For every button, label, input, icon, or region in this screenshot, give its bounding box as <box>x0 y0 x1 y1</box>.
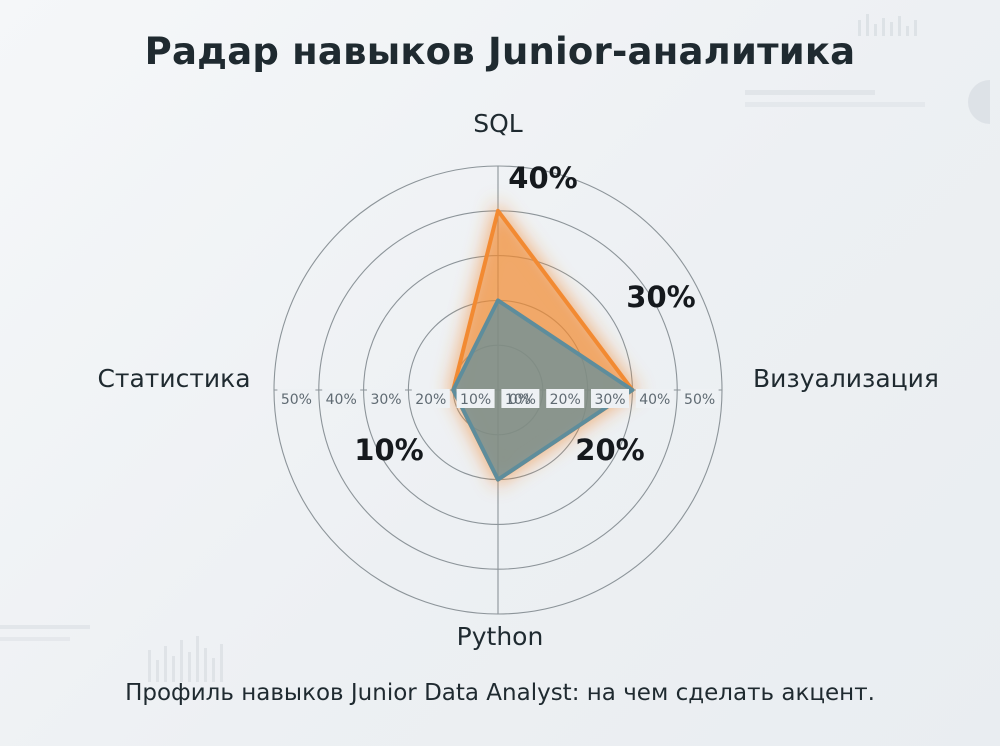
ring-label-left-40%: 40% <box>326 392 357 408</box>
value-label-3: 20% <box>575 433 644 467</box>
chart-caption: Профиль навыков Junior Data Analyst: на … <box>125 680 875 706</box>
radar-labels: 10% 10% 20% 20% 30% 30% 40% 40% 50% 50% 0% SQL Визуа… <box>97 109 939 651</box>
ring-label-right-10%: 10% <box>505 392 536 408</box>
ring-label-left-20%-bg <box>411 389 450 408</box>
ring-label-right-40%: 40% <box>639 392 670 408</box>
ring-label-right-40%-bg <box>635 389 674 408</box>
ring-label-right-30%-bg <box>591 389 629 408</box>
ring-label-left-30%: 30% <box>370 392 401 408</box>
value-label-4: 10% <box>354 433 423 467</box>
ring-label-zero: 0% <box>509 392 531 408</box>
value-label-1: 40% <box>508 161 577 195</box>
ring-label-left-50%: 50% <box>281 392 312 408</box>
value-label-2: 30% <box>626 280 695 314</box>
axis-label-4: Статистика <box>97 364 250 393</box>
ring-label-right-50%: 50% <box>684 392 715 408</box>
axis-label-1: SQL <box>473 109 523 138</box>
series-current-area <box>451 298 635 482</box>
axis-label-3: Python <box>457 622 544 651</box>
ring-label-right-20%-bg <box>546 389 585 408</box>
ring-label-right-20%: 20% <box>550 392 581 408</box>
radar-series <box>447 199 640 487</box>
ring-label-right-30%: 30% <box>594 392 625 408</box>
ring-label-left-30%-bg <box>367 389 405 408</box>
ring-label-left-40%-bg <box>322 389 361 408</box>
ring-label-left-50%-bg <box>277 389 316 408</box>
chart-title: Радар навыков Junior-аналитика <box>144 30 856 73</box>
axis-label-2: Визуализация <box>753 364 939 393</box>
ring-label-right-50%-bg <box>680 389 719 408</box>
ring-label-left-10%: 10% <box>460 392 491 408</box>
ring-label-left-10%-bg <box>456 389 495 408</box>
ring-label-right-10%-bg <box>501 389 540 408</box>
ring-label-left-20%: 20% <box>415 392 446 408</box>
